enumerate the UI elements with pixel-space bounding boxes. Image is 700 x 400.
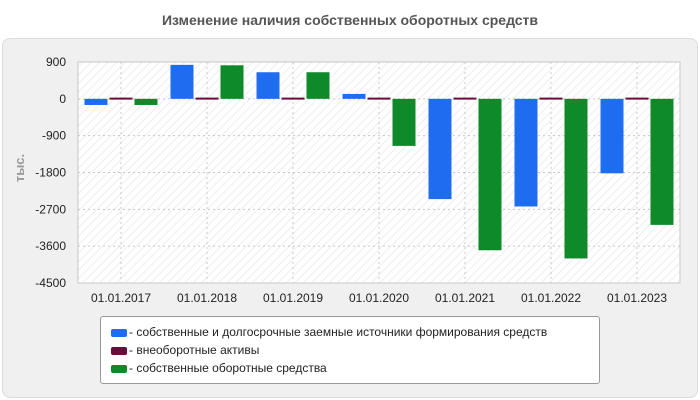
bar-series-2 — [453, 97, 477, 100]
bar-series-1 — [256, 72, 280, 99]
y-tick-label: 900 — [46, 55, 66, 69]
bars — [84, 64, 674, 259]
bar-series-2 — [281, 97, 305, 100]
bar-series-1 — [428, 98, 452, 200]
legend-item: - внеоборотные активы — [111, 343, 259, 359]
y-tick-labels: 900 0 -900 -1800 -2700 -3600 -4500 — [35, 55, 66, 290]
x-tick-labels: 01.01.2017 01.01.2018 01.01.2019 01.01.2020… — [91, 291, 667, 305]
x-tick-label: 01.01.2023 — [607, 291, 667, 305]
y-tick-label: -3600 — [35, 239, 66, 253]
y-tick-label: -2700 — [35, 202, 66, 216]
y-tick-label: -900 — [42, 129, 66, 143]
bar-series-3 — [220, 65, 244, 99]
bar-series-3 — [134, 98, 158, 105]
legend-label: - собственные оборотные средства — [129, 361, 327, 375]
bar-series-3 — [306, 72, 330, 99]
bar-series-3 — [650, 98, 674, 225]
legend-label: - собственные и долгосрочные заемные ист… — [129, 325, 548, 339]
bar-series-2 — [539, 97, 563, 100]
x-tick-label: 01.01.2021 — [435, 291, 495, 305]
bar-series-2 — [367, 97, 391, 100]
bar-series-1 — [514, 98, 538, 207]
chart-title: Изменение наличия собственных оборотных … — [161, 12, 539, 28]
bar-series-1 — [170, 64, 194, 99]
y-tick-label: -1800 — [35, 166, 66, 180]
bar-series-1 — [84, 98, 108, 105]
legend: - собственные и долгосрочные заемные ист… — [100, 316, 600, 384]
x-tick-label: 01.01.2020 — [349, 291, 409, 305]
bar-series-3 — [478, 98, 502, 251]
y-tick-label: -4500 — [35, 276, 66, 290]
legend-swatch — [111, 364, 127, 373]
legend-item: - собственные и долгосрочные заемные ист… — [111, 325, 547, 341]
x-tick-label: 01.01.2018 — [177, 291, 237, 305]
legend-swatch — [111, 346, 127, 355]
bar-series-2 — [625, 97, 649, 100]
x-tick-label: 01.01.2019 — [263, 291, 323, 305]
legend-label: - внеоборотные активы — [129, 343, 260, 357]
y-tick-label: 0 — [59, 92, 66, 106]
bar-series-1 — [342, 93, 366, 99]
bar-series-3 — [564, 98, 588, 259]
legend-item: - собственные оборотные средства — [111, 361, 327, 377]
y-axis-label: тыс. — [12, 154, 27, 182]
bar-series-2 — [109, 97, 133, 100]
legend-swatch — [111, 328, 127, 337]
x-tick-label: 01.01.2017 — [91, 291, 151, 305]
x-tick-label: 01.01.2022 — [521, 291, 581, 305]
bar-series-1 — [600, 98, 624, 174]
bar-series-2 — [195, 97, 219, 100]
bar-series-3 — [392, 98, 416, 146]
